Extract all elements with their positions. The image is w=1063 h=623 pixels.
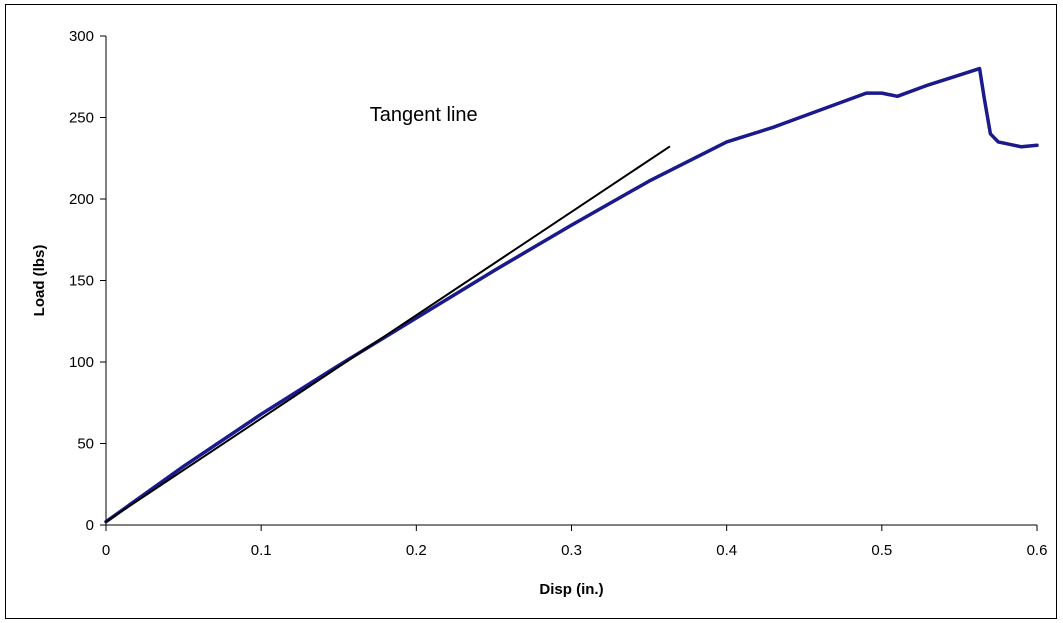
y-tick-label: 150 xyxy=(69,273,94,290)
y-tick-label: 100 xyxy=(69,354,94,371)
chart-frame xyxy=(5,4,1057,619)
load-disp-curve xyxy=(104,66,1039,524)
x-tick-label: 0.1 xyxy=(251,542,272,559)
x-tick-label: 0.2 xyxy=(406,542,427,559)
tick-labels: 0 50 100 150 200 250 300 0 0.1 0.2 0.3 0.4 0.5 0.6 xyxy=(69,28,1047,559)
x-tick-label: 0.3 xyxy=(561,542,582,559)
x-tick-label: 0.6 xyxy=(1027,542,1048,559)
y-tick-label: 0 xyxy=(86,517,94,534)
x-axis-title: Disp (in.) xyxy=(539,581,603,598)
axes xyxy=(105,36,1037,526)
y-tick-label: 300 xyxy=(69,28,94,45)
tangent-line-annotation: Tangent line xyxy=(370,104,478,126)
y-tick-label: 250 xyxy=(69,110,94,127)
y-tick-label: 200 xyxy=(69,191,94,208)
y-tick-label: 50 xyxy=(77,436,94,453)
tick-marks xyxy=(100,35,1038,531)
y-axis-title: Load (lbs) xyxy=(31,245,48,317)
x-tick-label: 0.5 xyxy=(871,542,892,559)
tangent-line xyxy=(105,145,671,523)
series-lines xyxy=(104,66,1039,524)
x-tick-label: 0.4 xyxy=(716,542,737,559)
x-tick-label: 0 xyxy=(102,542,110,559)
